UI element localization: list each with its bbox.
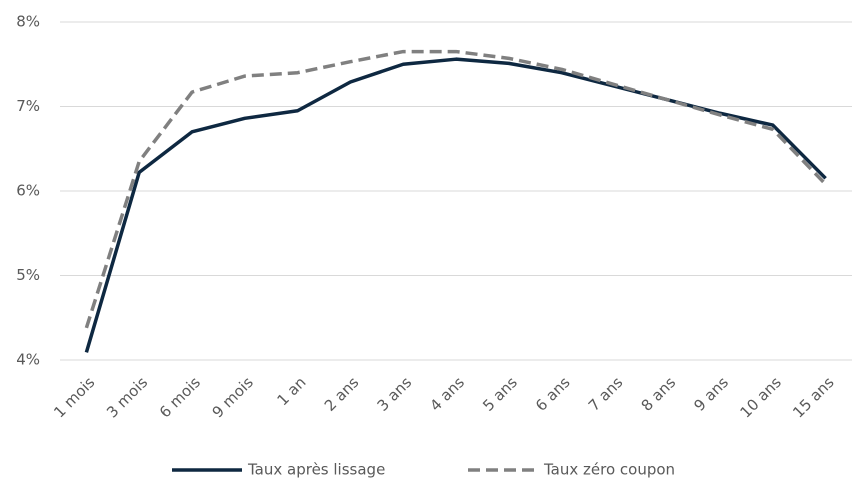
x-tick-label: 3 mois (103, 373, 151, 421)
y-tick-label: 4% (16, 351, 40, 369)
x-tick-label: 2 ans (321, 373, 363, 415)
x-tick-label: 6 mois (156, 373, 204, 421)
x-tick-label: 8 ans (638, 373, 680, 415)
x-tick-label: 1 mois (50, 373, 98, 421)
x-tick-label: 9 mois (209, 373, 257, 421)
y-tick-label: 7% (16, 97, 40, 115)
x-tick-label: 9 ans (690, 373, 732, 415)
y-tick-label: 6% (16, 182, 40, 200)
x-tick-label: 4 ans (426, 373, 468, 415)
x-tick-label: 10 ans (736, 373, 784, 421)
x-tick-label: 15 ans (789, 373, 837, 421)
x-tick-label: 7 ans (585, 373, 627, 415)
y-tick-label: 8% (16, 13, 40, 31)
x-tick-label: 3 ans (374, 373, 416, 415)
legend-label: Taux après lissage (247, 461, 385, 479)
x-tick-label: 5 ans (479, 373, 521, 415)
series-line (84, 57, 827, 353)
series-line (84, 49, 827, 329)
x-tick-label: 1 an (274, 373, 310, 409)
legend-label: Taux zéro coupon (543, 461, 675, 479)
x-tick-label: 6 ans (532, 373, 574, 415)
y-tick-label: 5% (16, 266, 40, 284)
